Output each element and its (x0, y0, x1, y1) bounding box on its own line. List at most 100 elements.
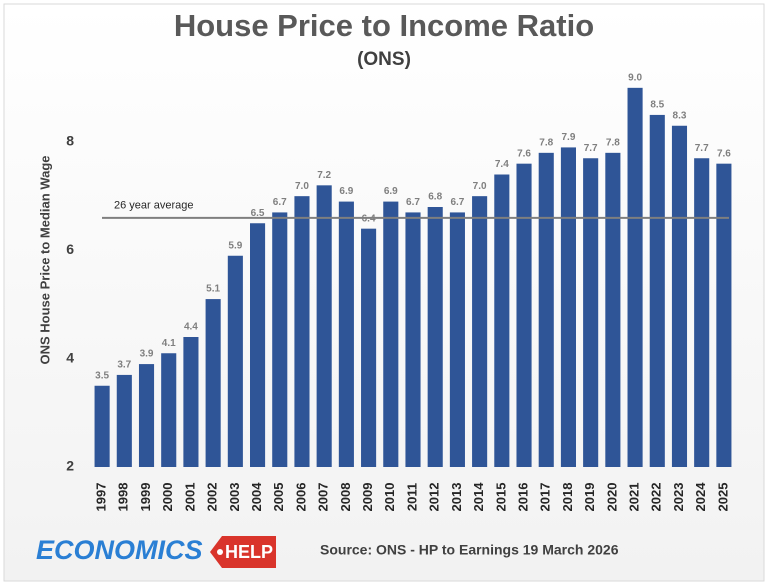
data-label: 6.7 (406, 197, 420, 208)
data-label: 9.0 (628, 72, 642, 83)
bar (671, 125, 688, 467)
bar (427, 207, 443, 467)
data-label: 6.9 (384, 186, 398, 197)
data-label: 3.7 (117, 360, 131, 371)
data-label: 7.0 (295, 181, 309, 192)
x-tick-label: 2011 (404, 483, 419, 511)
x-tick-label: 2009 (360, 483, 375, 512)
bar (694, 158, 710, 467)
chart-subtitle: (ONS) (357, 49, 411, 70)
bar (449, 212, 465, 467)
x-tick-label: 2021 (627, 483, 642, 512)
x-tick-label: 2007 (316, 483, 331, 512)
x-tick-label: 2013 (449, 483, 464, 512)
bar (94, 385, 110, 467)
x-tick-label: 2024 (693, 482, 708, 512)
x-tick-label: 2005 (271, 483, 286, 512)
data-label: 7.6 (717, 148, 731, 159)
x-tick-label: 1997 (94, 483, 109, 512)
data-label: 7.2 (317, 170, 331, 181)
x-tick-label: 2020 (604, 483, 619, 512)
bar (627, 87, 643, 467)
x-tick-label: 1998 (116, 483, 131, 512)
data-label: 4.1 (162, 338, 176, 349)
data-label: 7.6 (517, 148, 531, 159)
x-tick-label: 2002 (205, 483, 220, 512)
logo-word: ECONOMICS (36, 535, 203, 565)
x-tick-label: 2017 (538, 483, 553, 512)
x-tick-label: 2015 (493, 483, 508, 512)
data-label: 6.5 (251, 208, 265, 219)
logo-hole (217, 549, 223, 555)
y-tick-label: 4 (66, 349, 74, 365)
x-tick-label: 2003 (227, 483, 242, 512)
bar (383, 201, 399, 468)
data-label: 6.7 (273, 197, 287, 208)
data-label: 3.9 (140, 349, 154, 360)
x-tick-label: 2014 (471, 482, 486, 512)
y-tick-label: 8 (66, 133, 74, 149)
bar (649, 114, 665, 468)
x-tick-label: 2006 (293, 483, 308, 512)
logo-tag (210, 536, 276, 568)
bar (538, 152, 554, 468)
x-tick-label: 2001 (182, 483, 197, 512)
bar (294, 196, 310, 467)
bar (161, 353, 177, 467)
data-label: 5.9 (228, 240, 242, 251)
x-tick-label: 1999 (138, 483, 153, 512)
bar (560, 147, 576, 467)
bar (227, 255, 243, 467)
x-tick-label: 2012 (427, 483, 442, 512)
bar (116, 374, 132, 467)
source-note: Source: ONS - HP to Earnings 19 March 20… (320, 542, 619, 558)
data-label: 3.5 (95, 370, 109, 381)
data-label: 7.4 (495, 159, 509, 170)
bar (583, 158, 599, 467)
y-axis-label: ONS House Price to Median Wage (37, 155, 52, 364)
data-label: 5.1 (206, 284, 220, 295)
y-tick-label: 6 (66, 241, 74, 257)
data-label: 7.0 (473, 181, 487, 192)
average-label: 26 year average (114, 200, 194, 212)
x-tick-label: 2025 (715, 483, 730, 512)
x-tick-label: 2019 (582, 483, 597, 512)
x-tick-label: 2023 (671, 483, 686, 512)
y-tick-label: 2 (66, 458, 74, 474)
x-tick-label: 2008 (338, 483, 353, 512)
bar (361, 228, 377, 467)
data-label: 6.8 (428, 192, 442, 203)
data-label: 7.7 (695, 143, 709, 154)
chart-title: House Price to Income Ratio (174, 8, 594, 43)
x-tick-label: 2018 (560, 483, 575, 512)
bar (716, 163, 732, 467)
bar (250, 223, 266, 467)
bar (516, 163, 532, 467)
data-label: 7.7 (584, 143, 598, 154)
x-tick-label: 2004 (249, 482, 264, 512)
data-label: 4.4 (184, 322, 198, 333)
data-label: 8.3 (673, 110, 687, 121)
data-label: 7.8 (606, 137, 620, 148)
bar (316, 185, 332, 468)
bar (472, 196, 488, 467)
bar (405, 212, 421, 467)
x-tick-label: 2000 (160, 483, 175, 512)
data-label: 6.7 (450, 197, 464, 208)
x-tick-label: 2016 (515, 483, 530, 512)
data-label: 7.8 (539, 137, 553, 148)
bar (205, 299, 221, 467)
bar (338, 201, 354, 468)
bar (138, 364, 155, 467)
logo-tag-text: HELP (225, 542, 273, 562)
x-tick-label: 2010 (382, 483, 397, 512)
bar (605, 152, 621, 468)
data-label: 7.9 (561, 132, 575, 143)
bar (494, 174, 510, 467)
data-label: 8.5 (650, 100, 664, 111)
x-tick-label: 2022 (649, 483, 664, 512)
bar (183, 337, 199, 467)
data-label: 6.9 (339, 186, 353, 197)
bar (272, 212, 288, 467)
